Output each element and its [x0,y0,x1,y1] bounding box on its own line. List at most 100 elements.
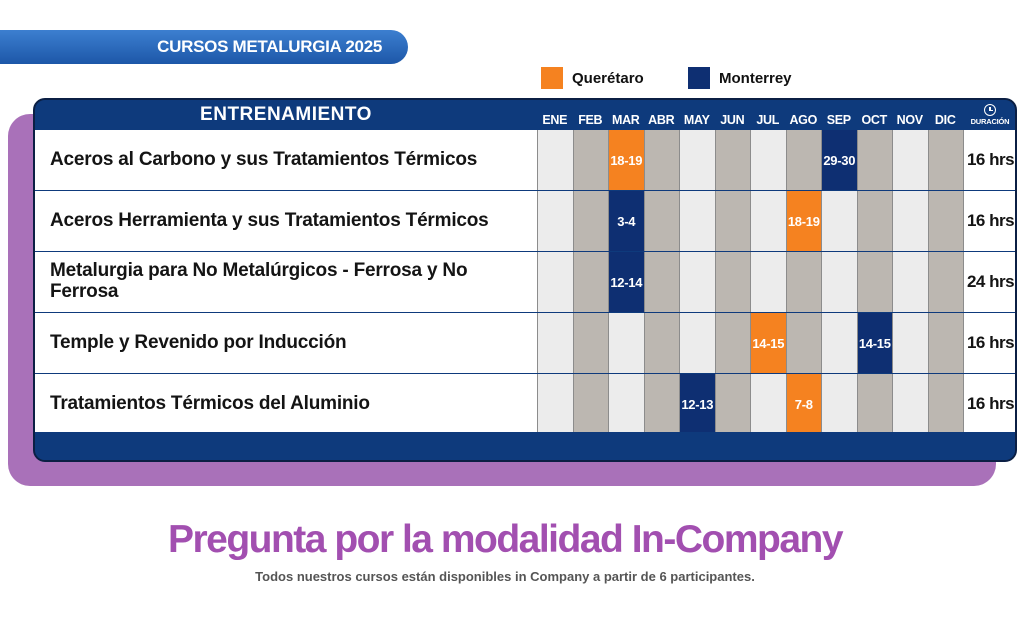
cta-subtext: Todos nuestros cursos están disponibles … [255,569,755,584]
duration-header-label: DURACIÓN [970,117,1010,126]
session-dates: 18-19 [785,191,821,251]
month-cell-abr [643,313,679,373]
month-cell-sep [821,252,857,312]
course-duration: 16 hrs [963,313,1015,373]
month-header-jul: JUL [756,113,780,127]
month-cell-jul [750,374,786,434]
course-duration: 24 hrs [963,252,1015,312]
month-cell-ene [537,313,573,373]
month-cell-abr [643,130,679,190]
month-cell-ago [785,313,821,373]
session-dates: 29-30 [821,130,857,190]
month-cell-dic [927,374,963,434]
month-header-ene: ENE [542,113,568,127]
month-cell-sep [821,313,857,373]
month-cell-sep [821,374,857,434]
month-cell-jun [714,130,750,190]
month-cell-dic [927,130,963,190]
month-cell-ago [785,130,821,190]
session-dates: 12-13 [679,374,715,434]
month-header-may: MAY [683,113,710,127]
month-cell-mar [608,374,644,434]
legend-label: Monterrey [719,69,792,87]
course-name: Metalurgia para No Metalúrgicos - Ferros… [35,252,537,312]
cta-headline: Pregunta por la modalidad In-Company [167,518,844,561]
table-row: Tratamientos Térmicos del Aluminio 12-13 7… [35,374,1015,434]
month-cell-dic [927,313,963,373]
session-dates: 12-14 [608,252,644,312]
month-cell-feb [572,252,608,312]
month-cell-jun [714,374,750,434]
session-dates: 3-4 [608,191,644,251]
month-cell-oct [856,130,892,190]
duration-header: DURACIÓN [963,100,1015,130]
month-cell-jul [750,130,786,190]
banner-title: CURSOS METALURGIA 2025 [157,37,382,56]
month-cell-abr [643,252,679,312]
month-cell-feb [572,191,608,251]
month-cell-feb [572,313,608,373]
month-cell-jun [714,313,750,373]
month-cell-nov [892,191,928,251]
session-dates: 14-15 [856,313,892,373]
table-row: Temple y Revenido por Inducción 14-15 14-1… [35,313,1015,373]
month-header-abr: ABR [648,113,675,127]
month-cell-ene [537,252,573,312]
course-duration: 16 hrs [963,191,1015,251]
month-header-ago: AGO [789,113,818,127]
month-cell-dic [927,252,963,312]
month-cell-feb [572,374,608,434]
month-cell-ene [537,374,573,434]
month-header-feb: FEB [578,113,603,127]
month-header-mar: MAR [611,113,640,127]
course-duration: 16 hrs [963,130,1015,190]
month-cell-ene [537,191,573,251]
session-dates: 7-8 [785,374,821,434]
legend-item-queretaro: Querétaro [541,67,644,89]
legend-label: Querétaro [572,69,644,87]
course-name: Tratamientos Térmicos del Aluminio [35,374,537,434]
table-header: ENTRENAMIENTO DURACIÓN ENE FEB MAR ABR MAY JU… [35,100,1015,130]
month-cell-oct [856,374,892,434]
course-name: Aceros al Carbono y sus Tratamientos Tér… [35,130,537,190]
month-cell-abr [643,191,679,251]
month-cell-oct [856,191,892,251]
month-cell-feb [572,130,608,190]
course-name: Aceros Herramienta y sus Tratamientos Té… [35,191,537,251]
month-cell-nov [892,313,928,373]
month-cell-nov [892,130,928,190]
month-cell-may [679,130,715,190]
month-cell-ene [537,130,573,190]
session-dates: 14-15 [750,313,786,373]
table-row: Aceros al Carbono y sus Tratamientos Tér… [35,130,1015,190]
month-cell-oct [856,252,892,312]
month-cell-jul [750,191,786,251]
legend-swatch-queretaro [541,67,563,89]
page-banner: CURSOS METALURGIA 2025 [0,30,408,64]
month-cell-may [679,252,715,312]
legend-item-monterrey: Monterrey [688,67,792,89]
table-footer-band [35,432,1015,460]
month-cell-nov [892,252,928,312]
month-header-oct: OCT [861,113,888,127]
month-cell-jul [750,252,786,312]
month-cell-sep [821,191,857,251]
month-cell-dic [927,191,963,251]
session-dates: 18-19 [608,130,644,190]
month-cell-mar [608,313,644,373]
month-cell-jun [714,191,750,251]
course-duration: 16 hrs [963,374,1015,434]
month-header-dic: DIC [934,113,956,127]
month-cell-may [679,313,715,373]
legend-swatch-monterrey [688,67,710,89]
month-cell-ago [785,252,821,312]
month-header-nov: NOV [896,113,923,127]
clock-icon [984,104,996,116]
header-title: ENTRENAMIENTO [200,104,372,125]
month-cell-abr [643,374,679,434]
schedule-table: ENTRENAMIENTO DURACIÓN ENE FEB MAR ABR MAY JU… [33,98,1017,462]
month-header-jun: JUN [720,113,745,127]
month-cell-may [679,191,715,251]
course-name: Temple y Revenido por Inducción [35,313,537,373]
month-header-sep: SEP [826,113,851,127]
